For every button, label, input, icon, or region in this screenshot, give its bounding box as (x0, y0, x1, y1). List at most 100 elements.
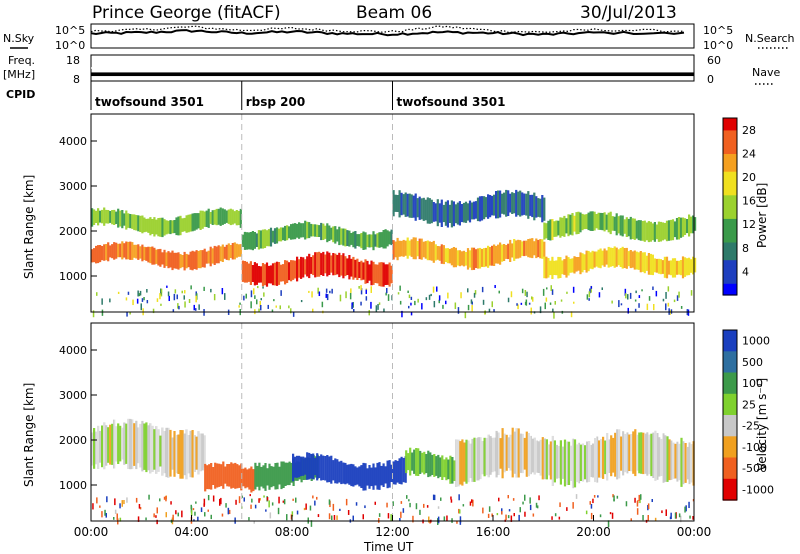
power-colorbar-swatch (723, 182, 737, 190)
data-cell (595, 251, 598, 267)
data-cell (175, 435, 178, 474)
data-cell (225, 244, 228, 260)
data-speckle (271, 309, 274, 313)
data-cell (491, 195, 494, 216)
data-cell (594, 438, 597, 483)
data-cell (338, 461, 341, 483)
data-cell (177, 216, 180, 236)
power-colorbar-swatch (723, 177, 737, 184)
data-speckle (437, 516, 440, 524)
data-cell (646, 432, 649, 476)
data-speckle (220, 497, 222, 505)
data-cell (655, 224, 658, 240)
data-cell (563, 215, 566, 237)
data-cell (686, 258, 689, 276)
data-cell (296, 256, 299, 282)
power-panel-frame (90, 113, 695, 313)
data-cell (358, 234, 361, 247)
data-speckle (163, 496, 166, 500)
data-cell (209, 212, 212, 224)
data-speckle (101, 309, 104, 316)
data-speckle (121, 500, 123, 507)
data-cell (269, 227, 273, 247)
velocity-colorbar-swatch (723, 351, 737, 374)
data-speckle (501, 511, 503, 515)
data-speckle (510, 515, 513, 522)
data-cell (149, 246, 152, 264)
data-speckle (92, 503, 94, 510)
data-cell (690, 444, 693, 483)
data-speckle (507, 495, 509, 499)
data-speckle (590, 504, 593, 509)
data-speckle (156, 298, 159, 302)
data-speckle (642, 515, 644, 521)
data-cell (135, 244, 138, 259)
data-cell (402, 194, 405, 215)
data-speckle (447, 292, 449, 299)
power-colorbar-tick: 8 (742, 242, 749, 255)
data-cell (99, 210, 102, 223)
data-cell (442, 204, 445, 223)
data-speckle (690, 290, 693, 296)
data-cell (243, 231, 246, 250)
data-cell (141, 420, 144, 472)
data-cell (173, 220, 176, 234)
x-tick-label: 04:00 (174, 525, 209, 539)
data-speckle (560, 299, 563, 302)
data-speckle (673, 299, 676, 303)
data-cell (376, 233, 379, 248)
data-speckle (109, 298, 111, 303)
data-speckle (625, 293, 627, 299)
data-cell (591, 211, 594, 231)
data-cell (149, 217, 152, 236)
data-speckle (524, 494, 526, 501)
velocity-colorbar-swatch (723, 478, 737, 501)
data-speckle (459, 521, 462, 525)
data-cell (270, 466, 273, 488)
data-speckle (518, 514, 520, 522)
y-tick-label: 2000 (59, 434, 87, 447)
data-speckle (129, 311, 131, 315)
data-cell (213, 245, 216, 265)
data-cell (446, 248, 449, 264)
data-cell (424, 241, 427, 259)
data-cell (653, 222, 656, 242)
data-cell (215, 208, 218, 226)
data-speckle (172, 514, 174, 521)
data-cell (277, 228, 281, 242)
data-cell (358, 261, 361, 278)
data-speckle (611, 300, 613, 304)
data-cell (245, 261, 248, 283)
data-speckle (685, 505, 687, 512)
data-speckle (590, 285, 592, 293)
data-speckle (417, 298, 419, 303)
data-speckle (438, 295, 441, 301)
data-cell (147, 425, 150, 471)
data-cell (555, 220, 558, 237)
data-speckle (589, 501, 591, 505)
velocity-colorbar-swatch (723, 393, 737, 416)
data-cell (663, 222, 666, 240)
data-speckle (188, 299, 191, 303)
data-speckle (239, 302, 241, 305)
data-cell (679, 260, 683, 276)
data-cell (131, 242, 134, 260)
data-cell (197, 213, 200, 229)
data-cell (607, 212, 610, 233)
data-cell (665, 220, 669, 242)
data-cell (318, 456, 321, 479)
data-cell (632, 431, 635, 474)
data-cell (312, 453, 315, 480)
data-cell (139, 215, 142, 232)
data-cell (559, 257, 562, 278)
data-cell (230, 462, 233, 489)
data-cell (621, 246, 624, 269)
data-cell (673, 258, 677, 278)
data-cell (495, 430, 498, 478)
data-speckle (585, 510, 588, 515)
data-cell (605, 250, 608, 265)
data-cell (117, 423, 120, 464)
data-cell (380, 232, 383, 248)
data-cell (398, 240, 401, 257)
data-cell (622, 431, 625, 476)
